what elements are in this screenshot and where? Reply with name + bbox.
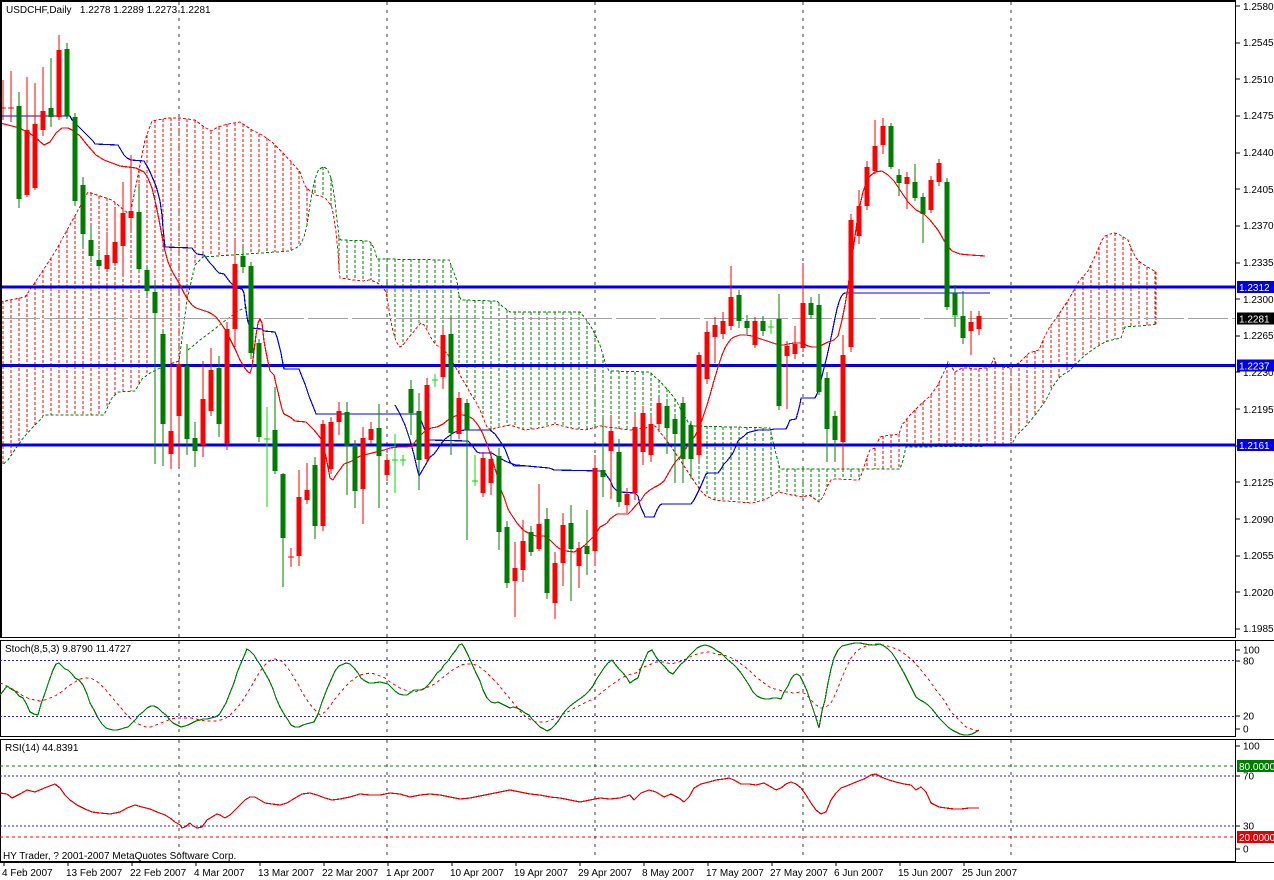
svg-text:1.2475: 1.2475 xyxy=(1243,111,1274,122)
svg-text:19 Apr 2007: 19 Apr 2007 xyxy=(514,868,568,879)
svg-text:1.2370: 1.2370 xyxy=(1243,221,1274,232)
svg-text:0: 0 xyxy=(1243,725,1249,736)
svg-text:30: 30 xyxy=(1243,822,1255,833)
svg-text:4 Mar 2007: 4 Mar 2007 xyxy=(194,868,245,879)
svg-text:1.2312: 1.2312 xyxy=(1239,283,1270,294)
svg-text:20: 20 xyxy=(1243,712,1255,723)
svg-text:1.2237: 1.2237 xyxy=(1239,362,1270,373)
svg-text:22 Feb 2007: 22 Feb 2007 xyxy=(130,868,187,879)
svg-text:15 Jun 2007: 15 Jun 2007 xyxy=(898,868,953,879)
svg-text:80.0000: 80.0000 xyxy=(1239,762,1274,773)
svg-text:RSI(14) 44.8391: RSI(14) 44.8391 xyxy=(5,743,79,754)
svg-text:6 Jun 2007: 6 Jun 2007 xyxy=(834,868,884,879)
svg-text:1.2300: 1.2300 xyxy=(1243,295,1274,306)
svg-text:1.2125: 1.2125 xyxy=(1243,478,1274,489)
svg-text:4 Feb 2007: 4 Feb 2007 xyxy=(2,868,53,879)
svg-text:10 Apr 2007: 10 Apr 2007 xyxy=(450,868,504,879)
svg-text:22 Mar 2007: 22 Mar 2007 xyxy=(322,868,379,879)
svg-text:1.2545: 1.2545 xyxy=(1243,38,1274,49)
svg-text:1.2510: 1.2510 xyxy=(1243,75,1274,86)
svg-text:1.2090: 1.2090 xyxy=(1243,515,1274,526)
svg-text:1.2020: 1.2020 xyxy=(1243,588,1274,599)
svg-text:100: 100 xyxy=(1243,742,1260,753)
svg-text:20.0000: 20.0000 xyxy=(1239,833,1274,844)
svg-text:1.2195: 1.2195 xyxy=(1243,405,1274,416)
svg-text:1.2265: 1.2265 xyxy=(1243,331,1274,342)
svg-text:1.2055: 1.2055 xyxy=(1243,551,1274,562)
svg-text:1.2335: 1.2335 xyxy=(1243,258,1274,269)
svg-text:1.2281: 1.2281 xyxy=(1239,315,1270,326)
svg-text:1 Apr 2007: 1 Apr 2007 xyxy=(386,868,435,879)
svg-text:70: 70 xyxy=(1243,772,1255,783)
svg-text:Stoch(8,5,3) 9.8790 11.4727: Stoch(8,5,3) 9.8790 11.4727 xyxy=(5,644,131,655)
svg-text:8 May 2007: 8 May 2007 xyxy=(642,868,695,879)
svg-text:29 Apr 2007: 29 Apr 2007 xyxy=(578,868,632,879)
svg-text:25 Jun 2007: 25 Jun 2007 xyxy=(962,868,1017,879)
svg-text:1.2440: 1.2440 xyxy=(1243,148,1274,159)
svg-text:13 Feb 2007: 13 Feb 2007 xyxy=(66,868,123,879)
svg-text:USDCHF,Daily 1.2278 1.2289 1: USDCHF,Daily 1.2278 1.2289 1.2273 1.2281 xyxy=(6,5,211,16)
svg-text:1.2405: 1.2405 xyxy=(1243,185,1274,196)
svg-text:1.2580: 1.2580 xyxy=(1243,2,1274,13)
svg-text:27 May 2007: 27 May 2007 xyxy=(770,868,828,879)
svg-text:17 May 2007: 17 May 2007 xyxy=(706,868,764,879)
svg-text:1.2161: 1.2161 xyxy=(1239,441,1270,452)
svg-text:80: 80 xyxy=(1243,657,1255,668)
svg-text:1.1985: 1.1985 xyxy=(1243,624,1274,635)
svg-text:1.2230: 1.2230 xyxy=(1243,368,1274,379)
svg-text:HY Trader, ? 2001-2007 MetaQuo: HY Trader, ? 2001-2007 MetaQuotes Softwa… xyxy=(3,851,236,862)
svg-text:100: 100 xyxy=(1243,646,1260,657)
svg-text:0: 0 xyxy=(1243,845,1249,856)
svg-text:13 Mar 2007: 13 Mar 2007 xyxy=(258,868,315,879)
